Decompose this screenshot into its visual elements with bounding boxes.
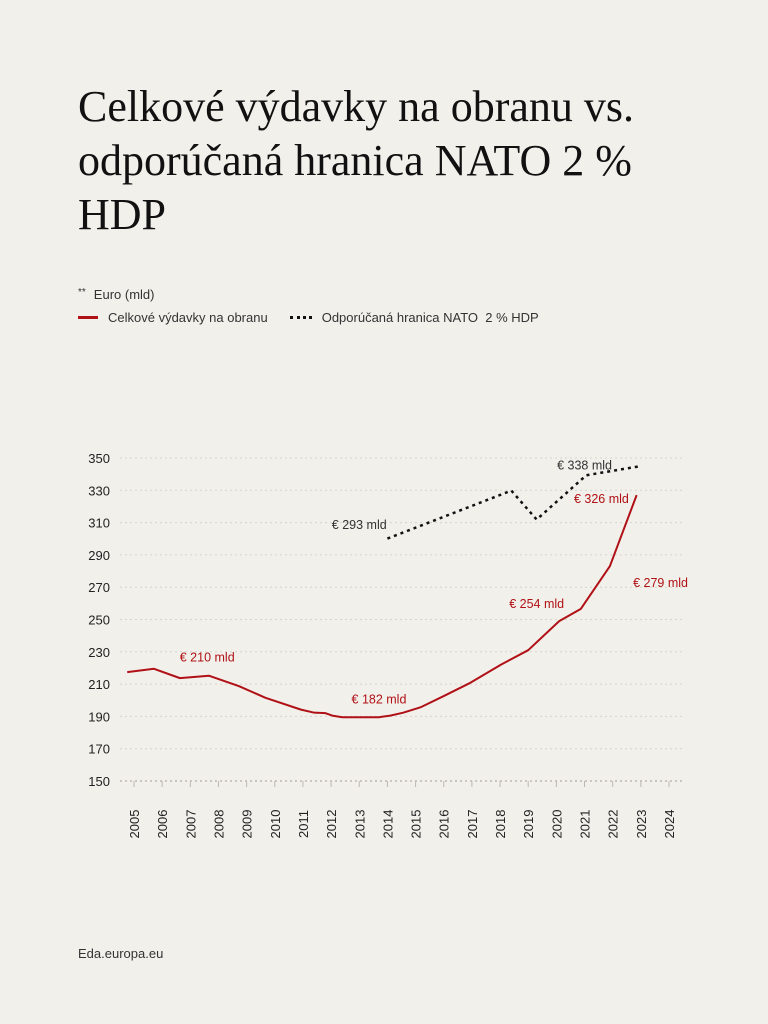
y-tick-label: 210 xyxy=(88,677,110,692)
data-label: € 326 mld xyxy=(574,492,629,506)
chart-title: Celkové výdavky na obranu vs. odporúčaná… xyxy=(78,82,634,239)
legend-label: Celkové výdavky na obranu xyxy=(108,310,268,325)
x-tick-label: 2011 xyxy=(296,810,311,838)
y-tick-label: 230 xyxy=(88,645,110,660)
source-label: Eda.europa.eu xyxy=(78,946,164,961)
x-tick-label: 2022 xyxy=(606,810,621,839)
y-tick-label: 270 xyxy=(88,580,110,595)
data-label: € 182 mld xyxy=(352,692,407,706)
x-tick-label: 2012 xyxy=(324,810,339,839)
legend-item-nato: Odporúčaná hranica NATO 2 % HDP xyxy=(289,310,539,325)
unit-marker: ** xyxy=(78,287,86,298)
y-tick-label: 350 xyxy=(88,451,110,466)
data-label: € 279 mld xyxy=(633,576,688,590)
x-tick-label: 2010 xyxy=(268,810,283,839)
y-tick-label: 250 xyxy=(88,613,110,628)
data-label: € 254 mld xyxy=(509,597,564,611)
legend-swatch-dotted xyxy=(289,316,312,319)
unit-note: ** Euro (mld) xyxy=(78,287,154,302)
y-tick-label: 290 xyxy=(88,548,110,563)
y-tick-label: 310 xyxy=(88,516,110,531)
y-tick-label: 150 xyxy=(88,774,110,789)
x-tick-label: 2009 xyxy=(240,810,255,839)
legend-label: Odporúčaná hranica NATO 2 % HDP xyxy=(321,310,539,325)
y-tick-label: 170 xyxy=(88,742,110,757)
y-tick-label: 190 xyxy=(88,709,110,724)
data-label: € 338 mld xyxy=(557,458,612,472)
x-tick-label: 2007 xyxy=(183,810,198,839)
spending-line xyxy=(127,494,638,719)
x-tick-label: 2015 xyxy=(409,810,424,839)
legend-swatch-solid xyxy=(78,316,98,319)
x-tick-label: 2023 xyxy=(634,810,649,839)
x-tick-label: 2018 xyxy=(493,810,508,839)
x-tick-label: 2020 xyxy=(549,810,564,839)
x-tick-label: 2024 xyxy=(662,810,677,839)
x-tick-label: 2005 xyxy=(127,810,142,839)
x-tick-label: 2017 xyxy=(465,810,480,839)
x-tick-label: 2021 xyxy=(578,810,593,839)
legend-item-spending: Celkové výdavky na obranu xyxy=(78,310,268,325)
x-tick-label: 2006 xyxy=(155,810,170,839)
data-label: € 293 mld xyxy=(332,518,387,532)
y-tick-label: 330 xyxy=(88,483,110,498)
legend: Celkové výdavky na obranu Odporúčaná hra… xyxy=(78,310,561,325)
unit-label: Euro (mld) xyxy=(93,287,155,302)
x-tick-label: 2008 xyxy=(211,810,226,839)
x-tick-label: 2014 xyxy=(380,810,395,839)
x-tick-label: 2019 xyxy=(521,810,536,839)
x-tick-label: 2013 xyxy=(352,810,367,839)
x-tick-label: 2016 xyxy=(437,810,452,839)
data-label: € 210 mld xyxy=(180,650,235,664)
